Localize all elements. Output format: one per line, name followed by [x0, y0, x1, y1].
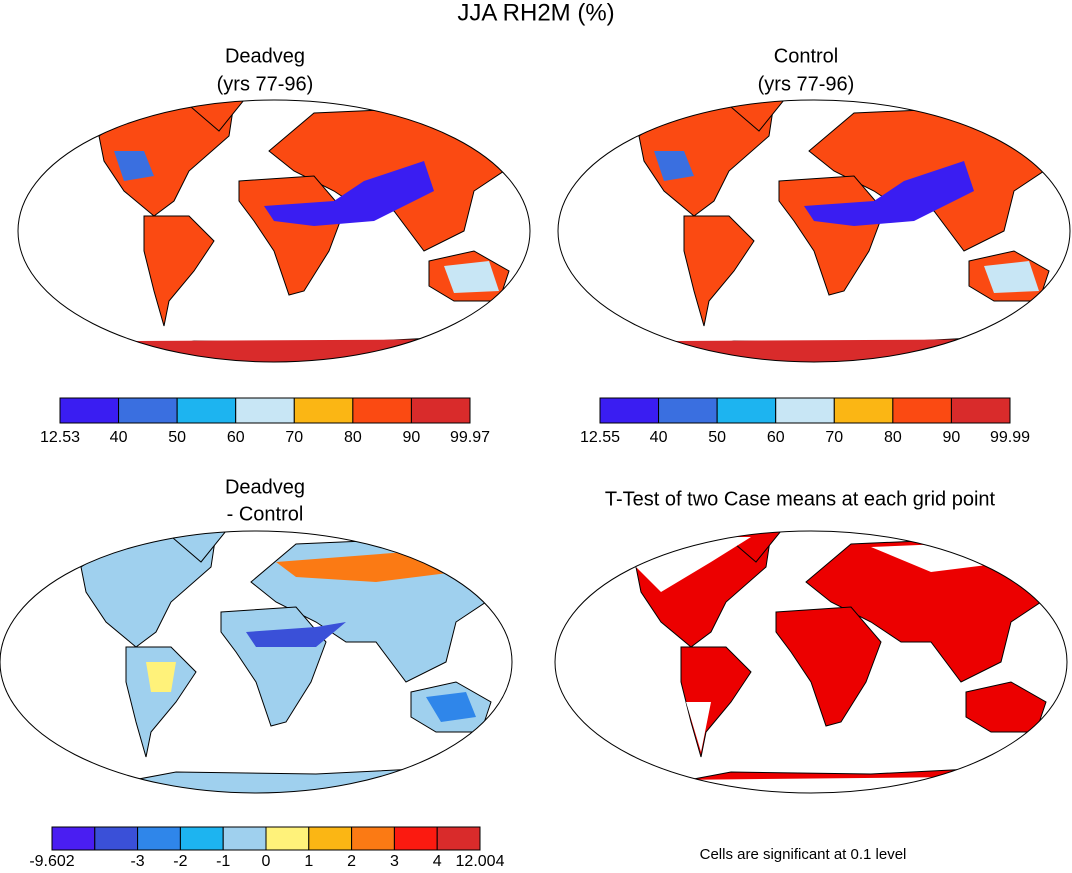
colorbar-box: [179, 826, 224, 851]
colorbar-label: 80: [344, 429, 362, 446]
colorbar-box: [118, 397, 178, 424]
colorbar-box: [293, 397, 354, 424]
colorbar-label: 2: [347, 853, 356, 870]
colorbar-box: [265, 826, 310, 851]
colorbar-box: [393, 826, 438, 851]
colorbar-box: [716, 397, 777, 424]
colorbar-label: 60: [227, 429, 245, 446]
colorbar-label: 90: [403, 429, 421, 446]
colorbar-box: [351, 826, 395, 851]
colorbar-box: [892, 397, 952, 424]
colorbar-label: 4: [433, 853, 442, 870]
figure-title: JJA RH2M (%): [457, 0, 614, 26]
colorbar-label: 70: [285, 429, 303, 446]
panel-title: Deadveg: [225, 45, 305, 67]
colorbar-label: 60: [767, 429, 785, 446]
colorbar-box: [599, 397, 660, 424]
colorbar-label: 70: [825, 429, 843, 446]
colorbar-box: [436, 826, 481, 851]
panel-title: - Control: [227, 503, 304, 525]
colorbar-box: [137, 826, 181, 851]
colorbar-box: [833, 397, 894, 424]
map-control: [557, 99, 1071, 371]
colorbar-box: [176, 397, 237, 424]
colorbar-label: 50: [708, 429, 726, 446]
colorbar-box: [308, 826, 353, 851]
panel-title: Deadveg: [225, 476, 305, 498]
colorbar-box: [94, 826, 139, 851]
colorbar-label: 99.99: [990, 429, 1030, 446]
colorbar-label: 40: [110, 429, 128, 446]
map-difference: [0, 531, 513, 802]
colorbar-box: [775, 397, 835, 424]
colorbar-label: 80: [884, 429, 902, 446]
panel-title: (yrs 77-96): [758, 73, 855, 95]
colorbar-label: 12.004: [456, 853, 505, 870]
panel-title: (yrs 77-96): [217, 73, 314, 95]
colorbar-box: [950, 397, 1011, 424]
colorbar-label: 12.53: [40, 429, 80, 446]
colorbar-box: [59, 397, 120, 424]
colorbar-label: 1: [304, 853, 313, 870]
colorbar-box: [352, 397, 412, 424]
colorbar-label: 50: [168, 429, 186, 446]
colorbar-label: 40: [650, 429, 668, 446]
colorbar-box: [51, 826, 96, 851]
colorbar-box: [222, 826, 267, 851]
panel-title: T-Test of two Case means at each grid po…: [605, 488, 996, 510]
colorbar-label: 90: [943, 429, 961, 446]
colorbar-label: -9.602: [29, 853, 74, 870]
colorbar-label: 99.97: [450, 429, 490, 446]
colorbar-box: [410, 397, 471, 424]
colorbar-box: [235, 397, 295, 424]
panel-title: Control: [774, 45, 838, 67]
colorbar-label: 0: [262, 853, 271, 870]
colorbar-box: [658, 397, 718, 424]
colorbar-label: 3: [390, 853, 399, 870]
colorbar-label: -1: [216, 853, 230, 870]
colorbar-label: -3: [130, 853, 144, 870]
map-ttest: [554, 530, 1068, 802]
panel-note: Cells are significant at 0.1 level: [700, 846, 907, 863]
colorbar-label: 12.55: [580, 429, 620, 446]
colorbar-label: -2: [173, 853, 187, 870]
map-deadveg: [17, 99, 531, 371]
